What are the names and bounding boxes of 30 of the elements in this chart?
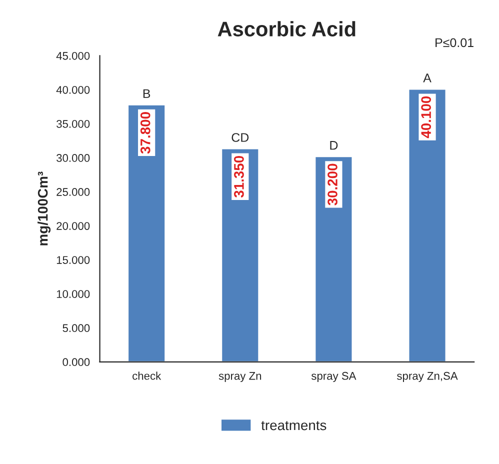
annotation: D — [330, 141, 338, 150]
x-tick-label: spray SA — [311, 372, 356, 382]
annotation: CD — [232, 133, 249, 142]
annotation: B — [143, 89, 150, 98]
bar — [408, 88, 447, 362]
data-label: 40.100 — [421, 96, 431, 138]
data-label: 30.200 — [328, 164, 338, 206]
y-tick-label: 40.000 — [56, 86, 90, 94]
x-tick-label: spray Zn — [218, 372, 262, 382]
y-tick-label: 35.000 — [56, 120, 90, 128]
bar — [314, 156, 354, 362]
y-tick-label: 5.000 — [62, 324, 90, 332]
legend-label: treatments — [261, 421, 326, 430]
bar — [127, 104, 166, 362]
x-tick-label: check — [132, 372, 162, 380]
bar — [220, 148, 260, 362]
text: P≤0.01 — [436, 38, 474, 48]
y-tick-label: 25.000 — [56, 188, 90, 196]
chart-title: Ascorbic Acid — [218, 21, 356, 36]
x-tick-label: spray Zn,SA — [397, 372, 458, 382]
y-tick-label: 10.000 — [56, 290, 90, 298]
y-tick-label: 0.000 — [62, 358, 90, 366]
data-label: 37.800 — [140, 112, 150, 154]
annotation: A — [423, 74, 432, 82]
y-axis-title: mg/100Cm³ — [38, 172, 51, 246]
y-tick-label: 45.000 — [56, 52, 90, 60]
y-tick-label: 15.000 — [56, 256, 90, 264]
y-tick-label: 30.000 — [56, 154, 90, 162]
y-tick-label: 20.000 — [56, 222, 90, 230]
data-label: 31.350 — [234, 156, 244, 198]
